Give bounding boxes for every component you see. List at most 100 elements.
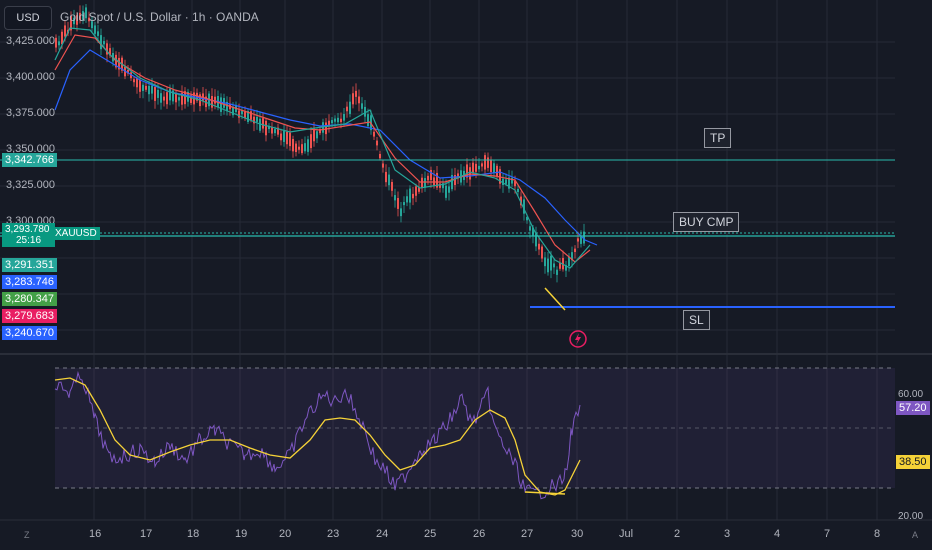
- rsi-value-label: 57.20: [896, 401, 930, 415]
- candle-body: [163, 96, 165, 101]
- tp-annotation[interactable]: TP: [704, 128, 732, 148]
- candle-body: [196, 92, 198, 101]
- candle-body: [364, 106, 366, 117]
- candle-body: [553, 263, 555, 268]
- candle-body: [250, 111, 252, 120]
- candle-body: [268, 125, 270, 130]
- candle-body: [142, 84, 144, 91]
- candle-body: [397, 198, 399, 209]
- candle-body: [346, 106, 348, 112]
- candle-body: [469, 167, 471, 180]
- candle-body: [430, 169, 432, 181]
- candle-body: [580, 236, 582, 244]
- candle-body: [334, 118, 336, 122]
- candle-body: [391, 182, 393, 191]
- candle-body: [466, 164, 468, 178]
- rsi-tick-20: 20.00: [898, 511, 924, 522]
- candle-body: [241, 110, 243, 115]
- divergence-trendline[interactable]: [544, 287, 566, 311]
- candle-body: [538, 243, 540, 250]
- candle-body: [172, 90, 174, 102]
- candle-body: [316, 131, 318, 139]
- candle-body: [337, 117, 339, 123]
- price-tick-3325: 3,325.000: [6, 179, 55, 191]
- candle-body: [79, 12, 81, 21]
- rsi-ma-value-label: 38.50: [896, 455, 930, 469]
- candle-body: [76, 15, 78, 25]
- candle-body: [286, 131, 288, 145]
- candle-body: [514, 180, 516, 187]
- rsi-divergence-trendline[interactable]: [524, 491, 566, 495]
- candle-body: [64, 25, 66, 37]
- candle-body: [109, 48, 111, 56]
- candle-body: [559, 263, 561, 269]
- price-tick-3425: 3,425.000: [6, 35, 55, 47]
- candle-body: [511, 177, 513, 184]
- candle-body: [256, 116, 258, 122]
- ma-red-label: 3,279.683: [2, 309, 57, 323]
- moving-averages: [54, 27, 598, 269]
- lightning-icon[interactable]: [569, 330, 587, 348]
- candle-body: [343, 113, 345, 121]
- candle-body: [568, 256, 570, 267]
- candle-body: [73, 17, 75, 25]
- candle-body: [484, 155, 486, 170]
- candle-body: [451, 175, 453, 190]
- price-grid: [0, 0, 895, 520]
- candle-body: [496, 165, 498, 177]
- currency-button[interactable]: USD: [4, 6, 52, 30]
- ma-blue-label: 3,283.746: [2, 275, 57, 289]
- candle-body: [151, 85, 153, 94]
- candle-body: [481, 163, 483, 167]
- candle-body: [214, 96, 216, 104]
- candle-body: [262, 118, 264, 129]
- candle-body: [301, 144, 303, 154]
- countdown-timer: 25:16: [15, 235, 42, 246]
- sl-annotation[interactable]: SL: [683, 310, 710, 330]
- candle-body: [307, 139, 309, 152]
- candle-body: [394, 195, 396, 201]
- candle-body: [91, 21, 93, 29]
- candle-body: [169, 88, 171, 101]
- candle-body: [103, 41, 105, 45]
- time-label: 17: [140, 528, 153, 540]
- candle-body: [544, 257, 546, 267]
- candle-body: [385, 171, 387, 183]
- candle-body: [472, 162, 474, 174]
- candle-body: [211, 95, 213, 108]
- candle-body: [55, 37, 57, 48]
- time-label: 27: [521, 528, 534, 540]
- candle-body: [361, 103, 363, 109]
- time-label: 23: [327, 528, 340, 540]
- candle-body: [583, 231, 585, 244]
- candle-body: [547, 258, 549, 273]
- buy-annotation[interactable]: BUY CMP: [673, 212, 740, 232]
- candle-body: [106, 43, 108, 55]
- price-tick-3350: 3,350.000: [6, 143, 55, 155]
- candle-body: [313, 128, 315, 142]
- candle-body: [190, 95, 192, 103]
- candle-body: [556, 269, 558, 275]
- candle-body: [427, 175, 429, 181]
- candle-body: [367, 114, 369, 127]
- timezone-icon[interactable]: Z: [24, 530, 30, 540]
- candle-body: [328, 120, 330, 126]
- candle-body: [352, 93, 354, 105]
- candle-body: [403, 202, 405, 206]
- candle-body: [298, 146, 300, 150]
- candle-body: [100, 35, 102, 50]
- candle-body: [253, 116, 255, 124]
- auto-scale-icon[interactable]: A: [912, 530, 919, 540]
- candle-body: [175, 92, 177, 103]
- candle-body: [490, 159, 492, 173]
- candle-body: [421, 177, 423, 189]
- candle-body: [448, 186, 450, 193]
- candle-body: [418, 187, 420, 192]
- time-label: 16: [89, 528, 102, 540]
- candle-body: [409, 188, 411, 203]
- candle-body: [139, 79, 141, 92]
- candle-body: [412, 193, 414, 199]
- candle-body: [319, 129, 321, 134]
- candle-body: [457, 173, 459, 179]
